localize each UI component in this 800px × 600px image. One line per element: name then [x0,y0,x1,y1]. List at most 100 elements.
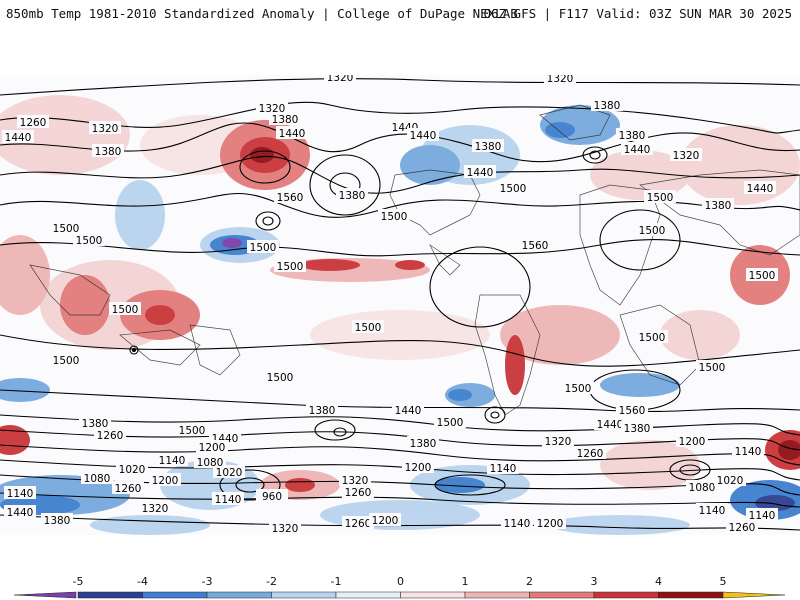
contour-label: 1020 [116,462,148,476]
contour-label: 1380 [79,416,111,430]
colorbar-bar [13,591,786,599]
contour-label: 1440 [4,505,36,519]
contour-label: 1440 [2,130,34,144]
contour-label: 1080 [81,471,113,485]
contour-label: 1500 [378,209,410,223]
svg-text:1140: 1140 [490,463,517,475]
contour-label: 1560 [519,238,551,252]
contour-label: 1380 [407,436,439,450]
contour-label: 1320 [89,121,121,135]
contour-labels: 1320 1320 1260 1320 1380 1440 1440 1380 … [2,75,778,535]
svg-text:1140: 1140 [215,494,242,506]
contour-label: 1380 [702,198,734,212]
svg-text:1500: 1500 [277,261,304,273]
contour-label: 1320 [324,75,356,84]
contour-label: 1320 [542,434,574,448]
svg-text:1440: 1440 [395,405,422,417]
colorbar-arrow-low [13,591,77,599]
svg-text:1320: 1320 [142,503,169,515]
svg-text:1260: 1260 [729,522,756,534]
svg-text:1260: 1260 [345,487,372,499]
svg-text:1500: 1500 [749,270,776,282]
svg-text:1440: 1440 [747,183,774,195]
colorbar-segment [142,591,208,599]
model-run-info: 06Z GFS | F117 Valid: 03Z SUN MAR 30 202… [483,6,792,21]
contour-label: 960 [256,489,288,503]
contour-label: 1260 [112,481,144,495]
svg-text:1320: 1320 [92,123,119,135]
svg-text:1380: 1380 [619,130,646,142]
colorbar-segment [593,591,659,599]
contour-label: 1140 [487,461,519,475]
contour-label: 1380 [621,421,653,435]
contour-label: 1200 [676,434,708,448]
svg-text:960: 960 [262,491,282,503]
svg-text:1260: 1260 [345,518,372,530]
contour-label: 1500 [109,302,141,316]
contour-label: 1020 [213,465,245,479]
colorbar-segment [206,591,272,599]
contour-label: 1380 [616,128,648,142]
svg-text:1260: 1260 [115,483,142,495]
svg-text:1320: 1320 [545,436,572,448]
svg-text:1440: 1440 [5,132,32,144]
contour-label: 1380 [306,403,338,417]
contour-label: 1380 [472,139,504,153]
colorbar-legend: -5 -4 -3 -2 -1 0 1 2 3 4 5 [13,575,786,599]
svg-text:1500: 1500 [250,242,277,254]
contour-label: 1500 [50,221,82,235]
svg-text:1500: 1500 [53,355,80,367]
contour-label: 1260 [17,115,49,129]
svg-text:1560: 1560 [522,240,549,252]
contour-label: 1200 [196,440,228,454]
contour-label: 1140 [501,516,533,530]
colorbar-segment [271,591,337,599]
svg-text:1380: 1380 [705,200,732,212]
contour-label: 1440 [594,417,626,431]
svg-text:1140: 1140 [749,510,776,522]
contour-label: 1320 [544,75,576,85]
colorbar-tick-label: -2 [266,575,277,588]
colorbar-tick-label: 4 [655,575,662,588]
contour-label: 1260 [726,520,758,534]
svg-text:1380: 1380 [272,114,299,126]
contour-label: 1500 [247,240,279,254]
svg-text:1560: 1560 [277,192,304,204]
anomaly-map: 1320 1320 1260 1320 1380 1440 1440 1380 … [0,75,800,535]
contour-label: 1500 [644,190,676,204]
contour-label: 1080 [686,480,718,494]
svg-text:1080: 1080 [197,457,224,469]
colorbar-tick-label: -5 [73,575,84,588]
contour-label: 1260 [342,485,374,499]
svg-text:1080: 1080 [689,482,716,494]
contour-label: 1440 [464,165,496,179]
contour-label: 1380 [92,144,124,158]
colorbar-segment [658,591,724,599]
svg-text:1320: 1320 [547,75,574,85]
svg-text:1380: 1380 [594,100,621,112]
height-contours [0,78,800,531]
colorbar-ticks: -5 -4 -3 -2 -1 0 1 2 3 4 5 [73,575,727,588]
colorbar-tick-label: -3 [202,575,213,588]
svg-text:1140: 1140 [699,505,726,517]
map-title: 850mb Temp 1981-2010 Standardized Anomal… [6,6,518,21]
svg-text:1500: 1500 [565,383,592,395]
svg-text:1440: 1440 [7,507,34,519]
svg-text:1020: 1020 [119,464,146,476]
colorbar-segment [464,591,530,599]
svg-text:1320: 1320 [342,475,369,487]
svg-text:1200: 1200 [199,442,226,454]
contour-label: 1380 [269,112,301,126]
contour-label: 1200 [402,460,434,474]
svg-text:1560: 1560 [619,405,646,417]
colorbar-segment [400,591,466,599]
svg-text:1500: 1500 [76,235,103,247]
contour-label: 1500 [264,370,296,384]
colorbar-tick-label: 0 [397,575,404,588]
contour-label: 1140 [212,492,244,506]
contour-label: 1500 [73,233,105,247]
svg-text:1260: 1260 [20,117,47,129]
contour-label: 1500 [636,330,668,344]
header: 850mb Temp 1981-2010 Standardized Anomal… [0,0,800,30]
contour-label: 1500 [274,259,306,273]
